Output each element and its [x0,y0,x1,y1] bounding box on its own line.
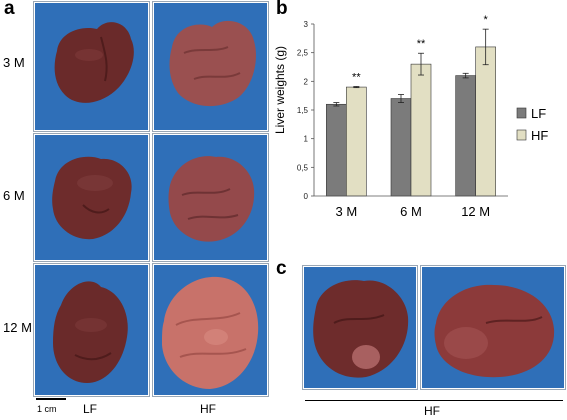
row-label-3m: 3 M [3,55,25,70]
legend-swatch-lf [516,107,527,119]
liver-photo-hf-6m [152,133,269,262]
bar-hf-0 [346,86,367,197]
liver-photo-hf-12m [152,263,269,397]
legend: LF HF [516,106,548,143]
legend-label-hf: HF [531,128,548,143]
significance-annotation: ** [352,71,361,83]
liver-photo-c-left [302,265,418,390]
row-label-6m: 6 M [3,188,25,203]
liver-photo-c-right [420,265,566,390]
bar-lf-2 [455,75,476,197]
panel-label-c: c [276,258,287,279]
y-tick-label: 0,5 [297,163,309,172]
panel-label-b: b [276,0,288,19]
liver-photo-lf-12m [33,263,150,397]
y-tick-label: 0 [304,192,309,201]
row-label-12m: 12 M [3,320,32,335]
liver-photo-lf-3m [33,1,150,132]
column-label-lf: LF [83,402,98,416]
x-tick-label: 6 M [400,204,422,219]
x-tick-label: 3 M [335,204,357,219]
panel-c-group-label: HF [424,404,440,418]
scale-bar-label: 1 cm [37,404,57,414]
bar-hf-2 [475,46,496,197]
scale-bar [36,398,66,400]
legend-swatch-hf [516,129,527,141]
bar-lf-0 [326,103,347,197]
y-tick-label: 3 [304,20,309,29]
bar-hf-1 [410,63,432,197]
y-tick-label: 2,5 [297,49,309,58]
x-tick-label: 12 M [461,204,490,219]
legend-label-lf: LF [531,106,546,121]
liver-photo-hf-3m [152,1,269,132]
chart-axes: 0 0,5 1 1,5 2 2,5 3 3 M 6 M 12 M [297,20,508,219]
y-tick-label: 2 [304,77,309,86]
y-tick-label: 1,5 [297,106,309,115]
panel-label-a: a [4,0,15,19]
y-tick-label: 1 [304,135,309,144]
chart-bars: ***** [326,14,496,197]
liver-photo-lf-6m [33,133,150,262]
column-label-hf: HF [200,402,216,416]
bar-lf-1 [390,98,412,197]
hf-group-line [305,400,563,401]
significance-annotation: ** [417,38,426,50]
significance-annotation: * [484,14,489,26]
y-axis-label: Liver weights (g) [273,46,287,134]
